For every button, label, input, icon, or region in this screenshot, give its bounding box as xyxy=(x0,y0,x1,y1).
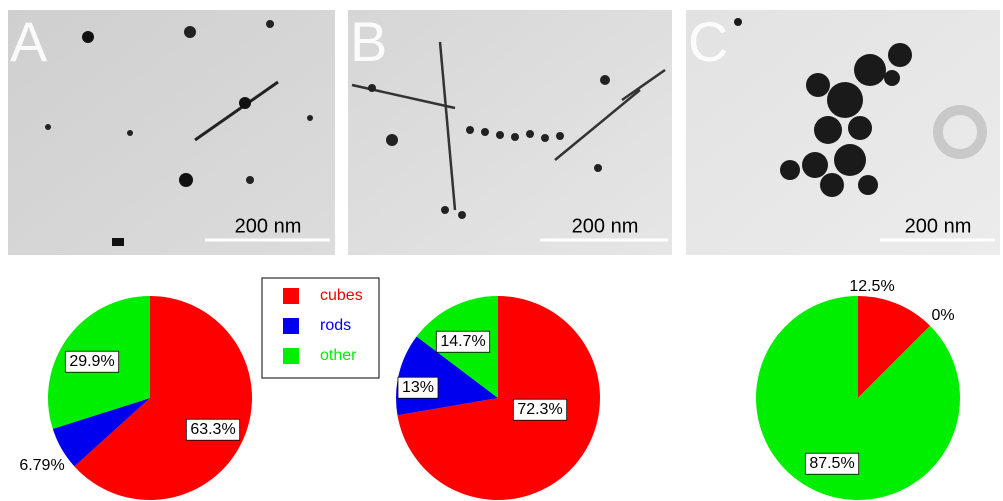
value-label: 14.7% xyxy=(440,333,485,350)
pie-slice xyxy=(52,398,150,467)
value-label-box xyxy=(185,418,241,441)
panel-label: A xyxy=(10,10,48,73)
scale-bar-label: 200 nm xyxy=(572,215,639,237)
legend-swatch xyxy=(283,348,299,364)
pie-slice xyxy=(858,296,931,398)
value-label: 29.9% xyxy=(69,353,114,370)
value-label: 87.5% xyxy=(809,455,854,472)
panel-label: B xyxy=(350,10,387,73)
legend xyxy=(261,277,380,379)
value-label-box xyxy=(64,350,120,373)
value-label-box xyxy=(397,376,439,399)
value-label: 12.5% xyxy=(849,278,894,295)
pie-slice xyxy=(755,296,960,501)
pie-slice xyxy=(74,296,253,500)
value-label: 72.3% xyxy=(517,401,562,418)
value-label-box xyxy=(435,330,491,353)
panel-label: C xyxy=(688,10,728,73)
legend-swatch xyxy=(283,288,299,304)
value-label: 0% xyxy=(931,307,954,324)
value-label: 13% xyxy=(402,379,434,396)
legend-label: rods xyxy=(320,317,351,334)
legend-label: other xyxy=(320,347,357,364)
value-label-box xyxy=(512,398,568,421)
scale-bar-label: 200 nm xyxy=(905,215,972,237)
value-label: 6.79% xyxy=(19,457,64,474)
micrograph-b xyxy=(348,10,672,255)
value-label-box xyxy=(804,452,860,475)
pie-slice xyxy=(397,296,600,500)
value-label: 63.3% xyxy=(190,421,235,438)
legend-swatch xyxy=(283,318,299,334)
legend-label: cubes xyxy=(320,287,363,304)
micrograph-a xyxy=(8,10,335,255)
micrograph-c xyxy=(686,10,1000,255)
scale-bar-label: 200 nm xyxy=(235,215,302,237)
